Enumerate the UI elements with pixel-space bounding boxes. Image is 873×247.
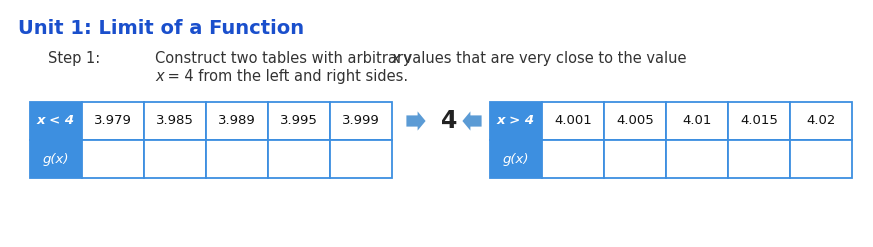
Bar [542,140,604,178]
Text: 4.01: 4.01 [683,115,711,127]
Bar [206,102,268,140]
Text: 3.989: 3.989 [218,115,256,127]
Bar [790,102,852,140]
Bar [144,102,206,140]
Bar [82,102,144,140]
Text: 4.015: 4.015 [740,115,778,127]
Text: Step 1:: Step 1: [48,51,100,66]
Text: g(x): g(x) [503,152,529,165]
Text: 4.005: 4.005 [616,115,654,127]
Bar [30,102,82,140]
Text: Unit 1: Limit of a Function: Unit 1: Limit of a Function [18,19,304,38]
Text: = 4 from the left and right sides.: = 4 from the left and right sides. [163,69,408,84]
Bar [728,140,790,178]
Text: 3.999: 3.999 [342,115,380,127]
Bar [144,140,206,178]
Text: x > 4: x > 4 [497,115,535,127]
Bar [542,102,604,140]
Text: x < 4: x < 4 [37,115,75,127]
Bar [790,140,852,178]
Bar [330,140,392,178]
Bar [604,140,666,178]
Bar [268,140,330,178]
Bar [82,140,144,178]
Text: x: x [391,51,400,66]
Bar [666,102,728,140]
Polygon shape [407,111,426,131]
Text: 4.001: 4.001 [554,115,592,127]
Polygon shape [463,111,482,131]
Bar [268,102,330,140]
Bar [206,140,268,178]
Text: x: x [155,69,163,84]
Bar [604,102,666,140]
Text: 4.02: 4.02 [807,115,835,127]
Bar [330,102,392,140]
Text: 3.985: 3.985 [156,115,194,127]
Bar [666,140,728,178]
Text: 3.979: 3.979 [94,115,132,127]
Text: values that are very close to the value: values that are very close to the value [399,51,686,66]
Text: g(x): g(x) [43,152,69,165]
Text: Construct two tables with arbitrary: Construct two tables with arbitrary [155,51,416,66]
Bar [490,102,542,140]
Text: 3.995: 3.995 [280,115,318,127]
Bar [728,102,790,140]
Bar [30,140,82,178]
Text: 4: 4 [441,109,457,133]
Bar [490,140,542,178]
